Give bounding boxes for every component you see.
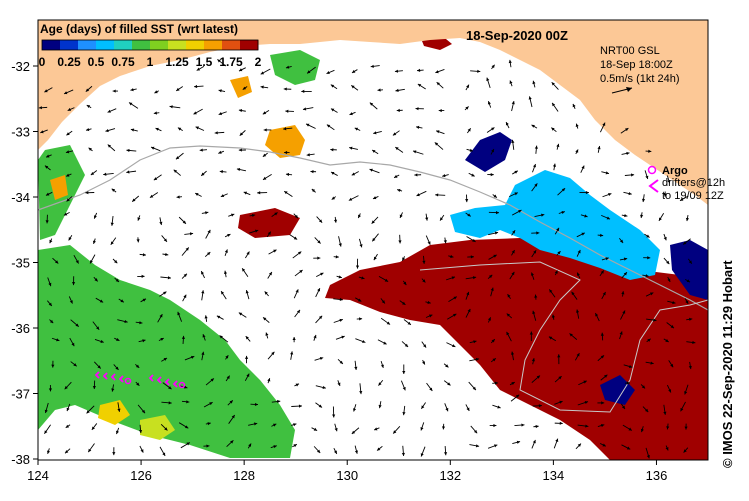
colorbar-swatch xyxy=(132,40,151,50)
colorbar-swatch xyxy=(96,40,115,50)
current-legend-line2: 18-Sep 18:00Z xyxy=(600,59,673,71)
x-tick-label: 132 xyxy=(439,468,461,483)
imos-credit: © IMOS 22-Sep-2020 11:29 Hobart xyxy=(720,260,735,468)
x-tick-label: 134 xyxy=(543,468,565,483)
map-date-title: 18-Sep-2020 00Z xyxy=(466,28,568,43)
x-tick-label: 124 xyxy=(27,468,49,483)
colorbar-tick-label: 0.25 xyxy=(57,55,81,69)
x-tick-label: 128 xyxy=(233,468,255,483)
colorbar-tick-label: 1.5 xyxy=(196,55,213,69)
y-axis: -32 -33 -34 -35 -36 -37 -38 xyxy=(11,59,38,467)
colorbar-ticks: 0 0.25 0.5 0.75 1 1.25 1.5 1.75 2 xyxy=(39,55,262,69)
colorbar-swatch xyxy=(114,40,133,50)
colorbar-tick-label: 1 xyxy=(147,55,154,69)
colorbar-tick-label: 1.25 xyxy=(165,55,189,69)
colorbar-swatch xyxy=(186,40,205,50)
x-tick-label: 130 xyxy=(336,468,358,483)
y-tick-label: -34 xyxy=(11,190,30,205)
colorbar-tick-label: 0.5 xyxy=(88,55,105,69)
colorbar-swatch xyxy=(60,40,79,50)
colorbar-swatch xyxy=(42,40,61,50)
y-tick-label: -36 xyxy=(11,321,30,336)
colorbar-swatch xyxy=(168,40,187,50)
colorbar-tick-label: 0.75 xyxy=(111,55,135,69)
y-tick-label: -37 xyxy=(11,387,30,402)
y-tick-label: -32 xyxy=(11,59,30,74)
y-tick-label: -38 xyxy=(11,452,30,467)
colorbar-title: Age (days) of filled SST (wrt latest) xyxy=(40,22,238,36)
colorbar-swatch xyxy=(78,40,97,50)
colorbar-swatch xyxy=(222,40,241,50)
colorbar-swatch xyxy=(240,40,259,50)
drifters-label: drifters@12h xyxy=(662,177,725,189)
colorbar-tick-label: 2 xyxy=(255,55,262,69)
x-tick-label: 136 xyxy=(646,468,668,483)
colorbar-swatch xyxy=(150,40,169,50)
colorbar xyxy=(42,40,259,50)
argo-label: Argo xyxy=(662,165,688,177)
current-legend-line3: 0.5m/s (1kt 24h) xyxy=(600,73,679,85)
current-legend-line1: NRT00 GSL xyxy=(600,45,660,57)
x-axis: 124 126 128 130 132 134 136 xyxy=(27,460,667,483)
x-tick-label: 126 xyxy=(130,468,152,483)
y-tick-label: -33 xyxy=(11,125,30,140)
colorbar-tick-label: 1.75 xyxy=(219,55,243,69)
colorbar-swatch xyxy=(204,40,223,50)
drifters-date: to 19/09 12Z xyxy=(662,190,724,202)
y-tick-label: -35 xyxy=(11,256,30,271)
colorbar-tick-label: 0 xyxy=(39,55,46,69)
